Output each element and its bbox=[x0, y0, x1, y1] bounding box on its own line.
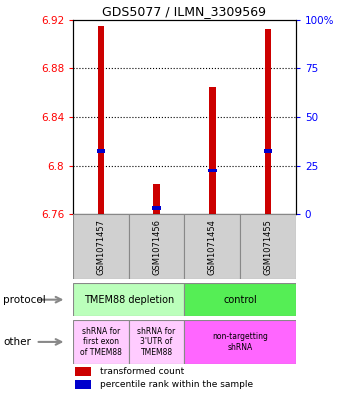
Bar bbox=[208, 169, 217, 172]
Text: control: control bbox=[223, 295, 257, 305]
Text: shRNA for
first exon
of TMEM88: shRNA for first exon of TMEM88 bbox=[80, 327, 122, 357]
Bar bbox=[129, 214, 185, 279]
Bar bbox=[152, 206, 161, 210]
Bar bbox=[209, 86, 216, 214]
Bar bbox=[98, 26, 104, 214]
Text: other: other bbox=[3, 337, 31, 347]
Bar bbox=[129, 320, 185, 364]
Bar bbox=[75, 367, 91, 376]
Bar bbox=[184, 320, 296, 364]
Text: TMEM88 depletion: TMEM88 depletion bbox=[84, 295, 174, 305]
Bar bbox=[153, 184, 160, 214]
Bar bbox=[75, 380, 91, 389]
Text: non-targetting
shRNA: non-targetting shRNA bbox=[212, 332, 268, 352]
Bar bbox=[265, 29, 271, 214]
Bar bbox=[240, 214, 296, 279]
Text: transformed count: transformed count bbox=[100, 367, 184, 376]
Bar bbox=[73, 320, 129, 364]
Text: GSM1071454: GSM1071454 bbox=[208, 219, 217, 275]
Bar bbox=[184, 283, 296, 316]
Title: GDS5077 / ILMN_3309569: GDS5077 / ILMN_3309569 bbox=[102, 6, 267, 18]
Text: protocol: protocol bbox=[3, 295, 46, 305]
Text: shRNA for
3'UTR of
TMEM88: shRNA for 3'UTR of TMEM88 bbox=[137, 327, 176, 357]
Bar bbox=[264, 149, 272, 153]
Text: GSM1071457: GSM1071457 bbox=[97, 219, 105, 275]
Bar bbox=[73, 214, 129, 279]
Bar bbox=[184, 214, 240, 279]
Text: GSM1071455: GSM1071455 bbox=[264, 219, 272, 275]
Text: GSM1071456: GSM1071456 bbox=[152, 219, 161, 275]
Bar bbox=[97, 149, 105, 153]
Text: percentile rank within the sample: percentile rank within the sample bbox=[100, 380, 253, 389]
Bar bbox=[73, 283, 184, 316]
